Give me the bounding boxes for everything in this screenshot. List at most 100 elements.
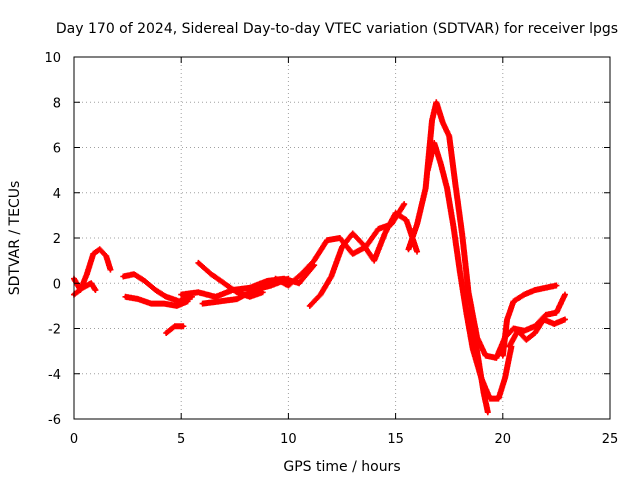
data-point — [376, 227, 381, 231]
data-point — [261, 290, 265, 294]
x-axis-label: GPS time / hours — [283, 459, 400, 475]
data-point — [186, 299, 190, 303]
data-point — [516, 329, 520, 333]
data-point — [143, 279, 147, 283]
data-point — [406, 247, 411, 251]
data-point — [481, 390, 486, 394]
data-point — [460, 231, 464, 236]
data-point — [554, 311, 559, 315]
data-point — [136, 297, 140, 301]
data-point — [299, 272, 303, 276]
data-point — [218, 299, 222, 303]
data-point — [132, 272, 136, 276]
series-satellite-track-N — [499, 282, 560, 359]
data-point — [297, 281, 301, 285]
data-point — [98, 247, 102, 251]
data-point — [439, 161, 443, 165]
y-tick-label: 4 — [53, 187, 61, 202]
data-point — [85, 272, 89, 276]
data-point — [505, 317, 509, 322]
data-point — [426, 168, 430, 172]
data-point — [89, 281, 93, 285]
data-point — [201, 302, 205, 306]
data-point — [430, 118, 434, 122]
data-point — [248, 286, 252, 290]
data-point — [488, 397, 492, 401]
y-tick-label: 0 — [53, 277, 61, 292]
data-series — [71, 99, 568, 416]
y-tick-label: 8 — [53, 96, 61, 111]
y-tick-label: -4 — [48, 368, 61, 383]
data-point — [318, 292, 323, 297]
data-point — [544, 286, 548, 290]
series-satellite-track-I — [272, 201, 408, 289]
y-tick-label: 10 — [44, 51, 61, 66]
data-point — [269, 283, 273, 288]
x-tick-label: 25 — [602, 432, 619, 447]
data-point — [524, 338, 528, 342]
data-point — [533, 331, 537, 335]
data-point — [91, 252, 95, 256]
data-point — [494, 356, 498, 360]
data-point — [181, 324, 185, 328]
axis-ticks: 0 5 10 15 20 25 -6 -4 -2 0 2 4 6 8 10 — [44, 51, 618, 447]
data-point — [554, 283, 559, 288]
data-point — [507, 345, 511, 349]
x-tick-label: 15 — [387, 432, 404, 447]
y-tick-label: -2 — [48, 323, 61, 338]
data-point — [80, 286, 85, 290]
data-point — [475, 349, 479, 353]
data-point — [173, 324, 177, 328]
data-point — [213, 295, 218, 299]
data-point — [415, 249, 419, 254]
series-markers — [465, 307, 491, 416]
data-point — [108, 268, 113, 272]
data-point — [149, 302, 153, 306]
data-point — [415, 222, 419, 227]
series-satellite-track-H — [199, 275, 292, 307]
data-point — [93, 288, 98, 292]
data-point — [179, 292, 183, 297]
chart-title: Day 170 of 2024, Sidereal Day-to-day VTE… — [56, 21, 618, 37]
data-point — [196, 290, 200, 294]
x-tick-label: 0 — [70, 432, 78, 447]
data-point — [340, 245, 344, 249]
x-tick-label: 20 — [495, 432, 512, 447]
data-point — [522, 329, 526, 333]
series-satellite-track-K — [405, 99, 568, 361]
data-point — [511, 326, 516, 331]
data-point — [248, 295, 252, 299]
data-point — [434, 100, 438, 104]
data-point — [563, 317, 567, 322]
data-point — [503, 376, 507, 380]
series-satellite-track-E — [163, 323, 187, 336]
series-markers — [306, 210, 421, 309]
data-point — [458, 270, 462, 274]
data-point — [123, 295, 128, 299]
data-point — [329, 274, 333, 279]
data-point — [286, 277, 290, 281]
y-tick-label: -6 — [48, 413, 61, 428]
series-markers — [272, 201, 408, 289]
data-point — [312, 259, 316, 263]
data-point — [511, 299, 516, 303]
data-point — [286, 283, 290, 288]
data-point — [235, 297, 239, 301]
data-point — [451, 225, 456, 229]
data-point — [394, 211, 398, 215]
data-point — [544, 313, 548, 317]
data-point — [351, 231, 355, 236]
data-point — [441, 121, 445, 125]
data-point — [265, 279, 269, 283]
series-satellite-track-M — [465, 307, 491, 416]
data-point — [454, 184, 458, 188]
data-point — [162, 302, 166, 306]
data-point — [445, 186, 449, 190]
data-point — [235, 290, 239, 294]
data-point — [308, 304, 312, 308]
data-point — [424, 186, 428, 190]
data-point — [404, 218, 408, 222]
series-satellite-track-J — [306, 210, 421, 309]
data-point — [351, 252, 355, 256]
